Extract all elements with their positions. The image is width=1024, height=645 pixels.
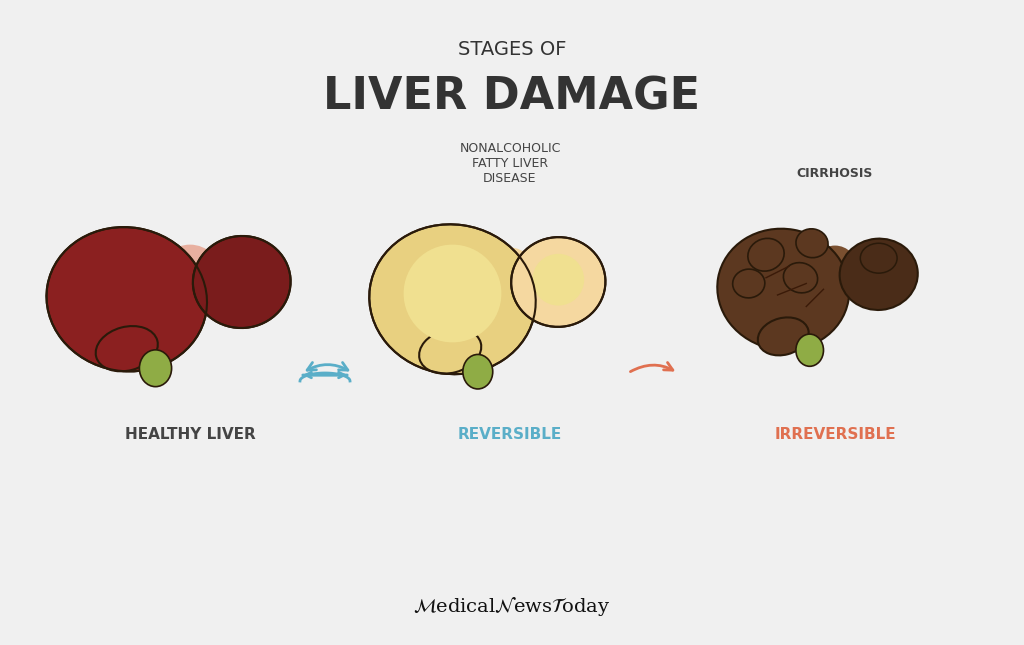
Ellipse shape (796, 229, 828, 258)
Ellipse shape (532, 254, 584, 306)
Ellipse shape (840, 239, 918, 310)
Ellipse shape (159, 244, 221, 308)
Text: LIVER DAMAGE: LIVER DAMAGE (324, 75, 700, 118)
Ellipse shape (860, 243, 897, 273)
Ellipse shape (95, 326, 158, 372)
Ellipse shape (46, 227, 207, 372)
FancyArrowPatch shape (307, 362, 348, 370)
Text: STAGES OF: STAGES OF (458, 40, 566, 59)
Ellipse shape (403, 244, 502, 342)
Text: REVERSIBLE: REVERSIBLE (458, 427, 562, 442)
Ellipse shape (812, 246, 858, 294)
Ellipse shape (511, 237, 605, 327)
Text: HEALTHY LIVER: HEALTHY LIVER (125, 427, 255, 442)
Ellipse shape (193, 236, 291, 328)
Ellipse shape (463, 355, 493, 389)
Ellipse shape (484, 248, 536, 305)
Ellipse shape (732, 269, 765, 298)
Ellipse shape (783, 263, 817, 293)
Ellipse shape (758, 317, 809, 355)
Ellipse shape (419, 328, 481, 373)
Text: IRREVERSIBLE: IRREVERSIBLE (774, 427, 896, 442)
Text: NONALCOHOLIC
FATTY LIVER
DISEASE: NONALCOHOLIC FATTY LIVER DISEASE (460, 142, 561, 185)
Ellipse shape (796, 334, 823, 366)
FancyArrowPatch shape (631, 362, 673, 372)
Ellipse shape (748, 239, 784, 271)
Ellipse shape (139, 350, 172, 386)
Ellipse shape (717, 229, 849, 350)
Text: CIRRHOSIS: CIRRHOSIS (797, 167, 873, 180)
Ellipse shape (370, 224, 536, 374)
Text: $\mathcal{M}$edical$\mathcal{N}$ews$\mathcal{T}$oday: $\mathcal{M}$edical$\mathcal{N}$ews$\mat… (414, 595, 610, 619)
